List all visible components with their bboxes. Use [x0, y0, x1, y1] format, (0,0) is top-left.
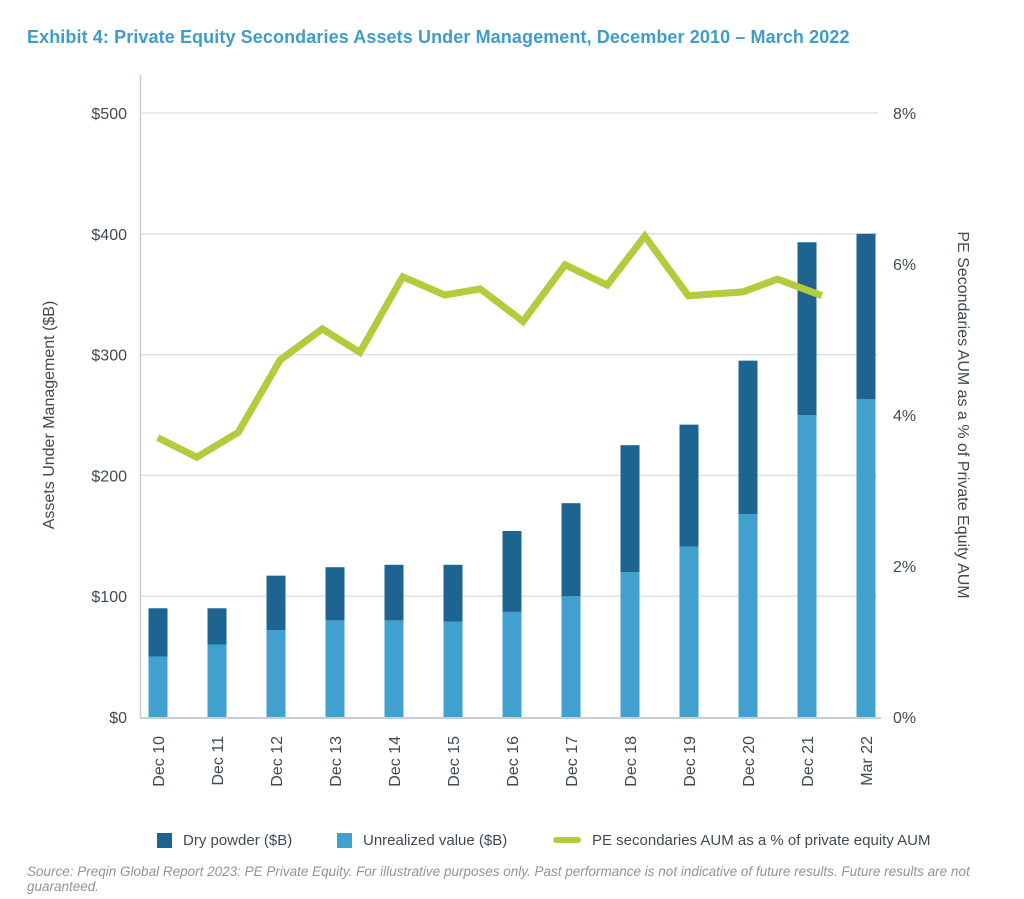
bar-segment-dry-powder [679, 424, 699, 547]
x-axis-tick-label: Dec 17 [564, 736, 581, 787]
source-note: Source: Preqin Global Report 2023: PE Pr… [27, 864, 970, 894]
x-axis-tick-label: Mar 22 [859, 736, 876, 786]
bar-segment-unrealized-value [207, 644, 227, 717]
bar-segment-dry-powder [561, 503, 581, 597]
chart-title: Exhibit 4: Private Equity Secondaries As… [27, 27, 850, 47]
bar-segment-dry-powder [856, 233, 876, 400]
bar-segment-dry-powder [207, 608, 227, 645]
left-axis-title: Assets Under Management ($B) [41, 301, 58, 530]
x-axis-tick-label: Dec 10 [151, 736, 168, 787]
bar-segment-unrealized-value [620, 572, 640, 717]
bar-segment-dry-powder [384, 564, 404, 621]
bar-segment-unrealized-value [384, 620, 404, 717]
right-axis-title: PE Secondaries AUM as a % of Private Equ… [954, 231, 971, 598]
x-axis-tick-label: Dec 16 [505, 736, 522, 787]
legend-item-unrealized-value: Unrealized value ($B) [337, 829, 507, 851]
bar-segment-unrealized-value [561, 596, 581, 717]
x-axis-tick-label: Dec 20 [741, 736, 758, 787]
left-axis-tick-label: $400 [91, 227, 127, 244]
right-axis-tick-label: 0% [893, 710, 916, 727]
bar-segment-unrealized-value [679, 546, 699, 717]
legend-label: Unrealized value ($B) [363, 831, 508, 849]
bar-segment-dry-powder [266, 575, 286, 631]
bar-segment-unrealized-value [325, 620, 345, 717]
x-axis-tick-label: Dec 14 [387, 736, 404, 787]
chart-legend: Dry powder ($B) Unrealized value ($B) PE… [0, 829, 1024, 851]
bar-segment-unrealized-value [148, 656, 168, 717]
dry-powder-swatch-icon [157, 832, 172, 848]
bar-segment-dry-powder [797, 242, 817, 415]
legend-item-dry-powder: Dry powder ($B) [157, 829, 292, 851]
right-axis-tick-label: 6% [893, 257, 916, 274]
bar-segment-dry-powder [148, 608, 168, 657]
aum-line-swatch-icon [553, 837, 581, 843]
bar-segment-dry-powder [325, 567, 345, 621]
right-axis-tick-label: 4% [893, 408, 916, 425]
bar-segment-unrealized-value [738, 514, 758, 717]
right-axis-tick-label: 8% [893, 106, 916, 123]
bar-segment-unrealized-value [502, 611, 522, 717]
x-axis-tick-label: Dec 15 [446, 736, 463, 787]
bar-segment-dry-powder [620, 445, 640, 573]
x-axis-tick-label: Dec 13 [328, 736, 345, 787]
legend-label: PE secondaries AUM as a % of private equ… [592, 831, 931, 849]
pe-secondaries-aum-percent-line [156, 230, 824, 462]
left-axis-tick-label: $500 [91, 106, 127, 123]
bar-segment-unrealized-value [797, 415, 817, 717]
left-axis-tick-label: $100 [91, 589, 127, 606]
bar-segment-unrealized-value [443, 621, 463, 717]
legend-label: Dry powder ($B) [183, 831, 293, 849]
x-axis-tick-label: Dec 19 [682, 736, 699, 787]
x-axis-tick-label: Dec 21 [800, 736, 817, 787]
left-axis-tick-label: $200 [91, 468, 127, 485]
left-axis-tick-label: $300 [91, 348, 127, 365]
unrealized-value-swatch-icon [337, 832, 352, 848]
x-axis-tick-label: Dec 18 [623, 736, 640, 787]
legend-item-aum-percent-line: PE secondaries AUM as a % of private equ… [553, 829, 931, 851]
bar-segment-unrealized-value [856, 399, 876, 717]
bar-segment-dry-powder [502, 530, 522, 612]
x-axis-tick-label: Dec 12 [269, 736, 286, 787]
bar-segment-dry-powder [738, 360, 758, 515]
x-axis-tick-label: Dec 11 [210, 736, 227, 786]
bar-segment-unrealized-value [266, 630, 286, 717]
left-axis-tick-label: $0 [109, 710, 127, 727]
bar-segment-dry-powder [443, 564, 463, 622]
right-axis-tick-label: 2% [893, 559, 916, 576]
